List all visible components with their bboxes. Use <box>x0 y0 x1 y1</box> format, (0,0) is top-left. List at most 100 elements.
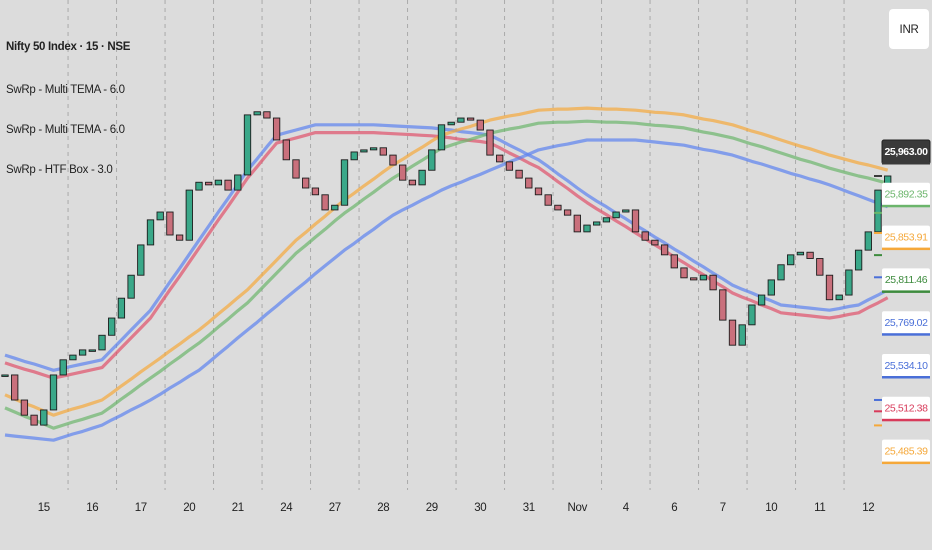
price-labels: 25,963.00 25,892.35 25,853.91 25,811.46 25,7… <box>874 139 931 465</box>
candle <box>777 264 785 281</box>
x-tick-label: 4 <box>623 502 630 514</box>
candle <box>660 244 669 256</box>
candle <box>476 119 484 131</box>
candle <box>418 169 426 186</box>
price-label: 25,892.35 <box>884 189 928 201</box>
candle <box>263 111 271 119</box>
currency[interactable]: INR <box>900 24 919 36</box>
candle <box>379 147 387 156</box>
candle <box>447 121 455 126</box>
x-tick-label: 24 <box>280 502 293 514</box>
candle <box>59 359 67 376</box>
price-label-edge <box>882 461 930 465</box>
indicator-name: SwRp - HTF Box - 3.0 <box>6 164 112 176</box>
candle <box>767 279 775 296</box>
candle <box>311 187 320 196</box>
currency-box[interactable] <box>889 9 929 49</box>
candle <box>583 224 591 233</box>
indicator-name: SwRp - Multi TEMA - 6.0 <box>6 84 125 96</box>
price-label: 25,853.91 <box>884 231 928 243</box>
candle <box>185 189 193 241</box>
candle <box>205 181 213 186</box>
candle <box>864 231 872 251</box>
x-tick-label: 10 <box>765 502 777 514</box>
candle <box>1 374 9 377</box>
candle <box>234 174 242 191</box>
candle <box>544 194 552 206</box>
indicator-line <box>4 123 889 372</box>
candle <box>466 117 475 121</box>
candle <box>399 164 407 181</box>
price-label: 25,485.39 <box>884 445 928 457</box>
candle <box>389 154 397 166</box>
x-tick-label: Nov <box>568 502 588 514</box>
x-tick-label: 11 <box>814 502 825 514</box>
candle <box>331 204 339 211</box>
price-label-box <box>882 311 930 336</box>
candle <box>612 211 620 219</box>
candle <box>137 244 145 276</box>
candle <box>515 169 523 179</box>
price-label-edge <box>882 290 930 293</box>
candle <box>505 161 514 171</box>
price-label-box <box>882 354 930 378</box>
candle <box>787 254 795 266</box>
x-tick-label: 16 <box>86 502 98 514</box>
candle <box>719 289 727 321</box>
candle <box>282 139 290 161</box>
price-label-edge <box>882 247 930 251</box>
indicator-line <box>4 138 889 442</box>
candle <box>360 149 368 153</box>
candle <box>699 274 708 281</box>
x-tick-label: 29 <box>426 502 438 514</box>
candle <box>40 409 48 426</box>
indicator-line <box>4 131 889 380</box>
candle <box>166 211 174 236</box>
candle <box>20 399 29 416</box>
price-label-box <box>882 268 930 293</box>
x-tick-label: 21 <box>232 502 244 514</box>
candle <box>728 319 737 346</box>
candle <box>321 194 329 211</box>
candle <box>554 204 562 211</box>
price-label-edge <box>882 418 930 422</box>
candle <box>709 274 717 291</box>
price-label-box <box>882 439 930 464</box>
candle <box>835 294 843 301</box>
candle <box>457 117 465 123</box>
candle <box>340 159 349 206</box>
price-label: 25,534.10 <box>884 360 928 372</box>
candle <box>78 349 87 356</box>
candle <box>486 129 494 156</box>
candle <box>806 251 814 259</box>
candle <box>816 258 824 276</box>
candle <box>651 239 659 246</box>
candle <box>98 334 106 351</box>
price-label: 25,963.00 <box>884 146 928 158</box>
candle <box>602 217 611 223</box>
candle <box>757 294 766 306</box>
candle <box>641 231 649 241</box>
price-label-edge <box>882 204 930 208</box>
price-label-edge <box>882 333 930 336</box>
candles <box>1 111 892 426</box>
price-label: 25,512.38 <box>884 403 928 415</box>
chart-title: Nifty 50 Index · 15 · NSE <box>6 41 131 53</box>
x-tick-label: 20 <box>183 502 195 514</box>
price-label-box <box>882 396 930 421</box>
price-label: 25,811.46 <box>885 274 928 286</box>
candle <box>369 147 378 151</box>
x-tick-label: 7 <box>720 502 726 514</box>
x-tick-label: 27 <box>329 502 341 514</box>
candle <box>670 254 678 269</box>
candle <box>175 234 184 241</box>
candle <box>563 209 572 216</box>
grid <box>67 0 845 490</box>
x-tick-label: 30 <box>474 502 486 514</box>
candle <box>88 349 96 352</box>
candle <box>690 277 698 281</box>
candle <box>408 179 417 186</box>
candle <box>496 154 504 163</box>
x-tick-label: 6 <box>671 502 677 514</box>
